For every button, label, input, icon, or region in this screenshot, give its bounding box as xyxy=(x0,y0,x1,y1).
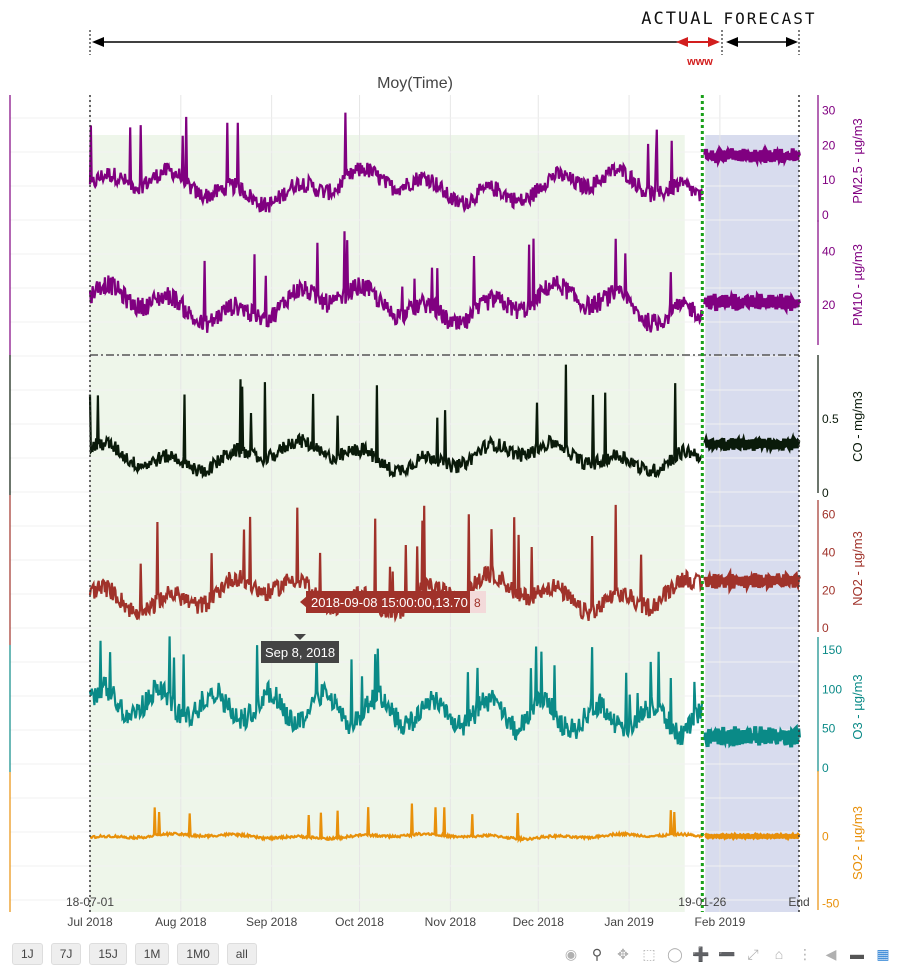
hover-tooltip-box xyxy=(306,591,470,613)
hover-extra-text: 8 xyxy=(474,596,481,610)
y-tick-label: 30 xyxy=(822,103,836,117)
y-tick-label: 0 xyxy=(822,208,829,222)
series-line-forecast xyxy=(703,289,801,316)
series-line-actual xyxy=(88,231,704,333)
y-tick-label: 0 xyxy=(822,829,829,843)
select-box-icon[interactable]: ⬚ xyxy=(642,945,656,962)
range-button-1j[interactable]: 1J xyxy=(12,943,43,965)
range-button-7j[interactable]: 7J xyxy=(50,943,82,965)
x-tick-label: Feb 2019 xyxy=(695,915,746,929)
y-tick-label: 0 xyxy=(822,621,829,635)
y-tick-label: 40 xyxy=(822,545,836,559)
y-tick-label: 0.5 xyxy=(822,412,839,426)
forecast-arrow-head-left xyxy=(726,37,738,47)
x-tick-label: Jan 2019 xyxy=(604,915,654,929)
actual-arrow-head-left xyxy=(92,37,104,47)
y-axis-label: SO2 - µg/m3 xyxy=(850,806,865,880)
y-tick-label: 0 xyxy=(822,486,829,500)
y-tick-label: 40 xyxy=(822,245,836,259)
lasso-icon[interactable]: ◯ xyxy=(667,945,683,962)
y-tick-label: 50 xyxy=(822,722,836,736)
x-tick-label: Nov 2018 xyxy=(425,915,477,929)
x-tick-label: Sep 2018 xyxy=(246,915,298,929)
y-axis-label: CO - mg/m3 xyxy=(850,391,865,462)
spike-lines-icon[interactable]: ⋮ xyxy=(798,945,812,962)
series-line-forecast xyxy=(703,567,801,595)
range-button-1m0[interactable]: 1M0 xyxy=(177,943,219,965)
series-line-actual xyxy=(88,504,704,623)
y-axis-label: PM10 - µg/m3 xyxy=(850,244,865,326)
series-line-forecast xyxy=(703,143,801,168)
zoom-in-icon[interactable]: ➕ xyxy=(692,945,710,962)
y-tick-label: 20 xyxy=(822,298,836,312)
window-arrow-head-right xyxy=(708,37,720,47)
series-o3[interactable] xyxy=(88,636,801,749)
series-line-forecast xyxy=(703,831,801,842)
end-marker-label: End xyxy=(788,895,809,909)
hover-tooltip-pointer xyxy=(300,596,307,608)
chart-title: Moy(Time) xyxy=(377,75,453,92)
y-axis-label: NO2 - µg/m3 xyxy=(850,531,865,606)
y-tick-label: 20 xyxy=(822,138,836,152)
hover-x-box xyxy=(261,641,339,663)
forecast-marker-label: 19-01-26 xyxy=(678,895,726,909)
y-tick-label: 100 xyxy=(822,682,842,696)
y-tick-label: 0 xyxy=(822,761,829,775)
x-tick-label: Jul 2018 xyxy=(67,915,113,929)
train-region-shade xyxy=(90,135,685,912)
hover-tooltip-text: 2018-09-08 15:00:00,13.70 xyxy=(311,595,468,610)
range-selector: 1J 7J 15J 1M 1M0 all xyxy=(12,943,257,965)
series-line-actual xyxy=(88,112,704,214)
forecast-arrow-head-right xyxy=(786,37,798,47)
chart-svg[interactable]: 0 10 20 30 PM2.5 - µg/m3 20 40 PM10 - µg/m3 0 0.5… xyxy=(0,0,900,940)
hover-extra-box xyxy=(470,591,486,613)
range-button-15j[interactable]: 15J xyxy=(89,943,127,965)
y-tick-label: 20 xyxy=(822,583,836,597)
hover-x-pointer xyxy=(294,634,306,640)
x-tick-label: Aug 2018 xyxy=(155,915,207,929)
range-button-all[interactable]: all xyxy=(226,943,257,965)
home-icon[interactable]: ⌂ xyxy=(774,946,784,962)
forecast-annotation: FORECAST xyxy=(723,9,816,28)
actual-annotation: ACTUAL xyxy=(641,9,714,29)
series-pm25[interactable] xyxy=(88,112,801,214)
y-tick-label: 150 xyxy=(822,643,842,657)
series-line-forecast xyxy=(703,723,801,749)
hover-closest-icon[interactable]: ◀ xyxy=(825,945,837,962)
series-line-actual xyxy=(88,364,704,480)
start-marker-label: 18-07-01 xyxy=(66,895,114,909)
series-line-actual xyxy=(90,803,704,844)
window-annotation: www xyxy=(686,56,713,68)
window-arrow-head-left xyxy=(676,37,688,47)
plotly-logo-icon[interactable]: ▦ xyxy=(876,945,890,962)
pan-icon[interactable]: ✥ xyxy=(617,945,629,962)
y-tick-label: -50 xyxy=(822,896,840,910)
x-tick-label: Dec 2018 xyxy=(513,915,565,929)
series-co[interactable] xyxy=(88,364,801,480)
hover-compare-icon[interactable]: ▬ xyxy=(850,946,864,962)
autoscale-icon[interactable]: ⤢ xyxy=(747,945,759,962)
zoom-out-icon[interactable]: ➖ xyxy=(718,945,736,962)
series-pm10[interactable] xyxy=(88,231,801,333)
modebar: ◉ ⚲ ✥ ⬚ ◯ ➕ ➖ ⤢ ⌂ ⋮ ◀ ▬ ▦ xyxy=(562,945,892,963)
y-axis-label: PM2.5 - µg/m3 xyxy=(850,118,865,204)
range-button-1m[interactable]: 1M xyxy=(134,943,170,965)
series-no2[interactable] xyxy=(88,504,801,623)
y-axis-label: O3 - µg/m3 xyxy=(850,674,865,739)
series-so2[interactable] xyxy=(90,803,801,844)
series-line-forecast xyxy=(703,432,801,455)
hover-x-label: Sep 8, 2018 xyxy=(265,645,335,660)
forecast-region-shade xyxy=(705,135,799,912)
x-tick-label: Oct 2018 xyxy=(335,915,384,929)
series-line-actual xyxy=(88,636,704,746)
y-tick-label: 10 xyxy=(822,173,836,187)
zoom-icon[interactable]: ⚲ xyxy=(591,945,603,962)
y-tick-label: 60 xyxy=(822,507,836,521)
camera-icon[interactable]: ◉ xyxy=(564,945,578,962)
